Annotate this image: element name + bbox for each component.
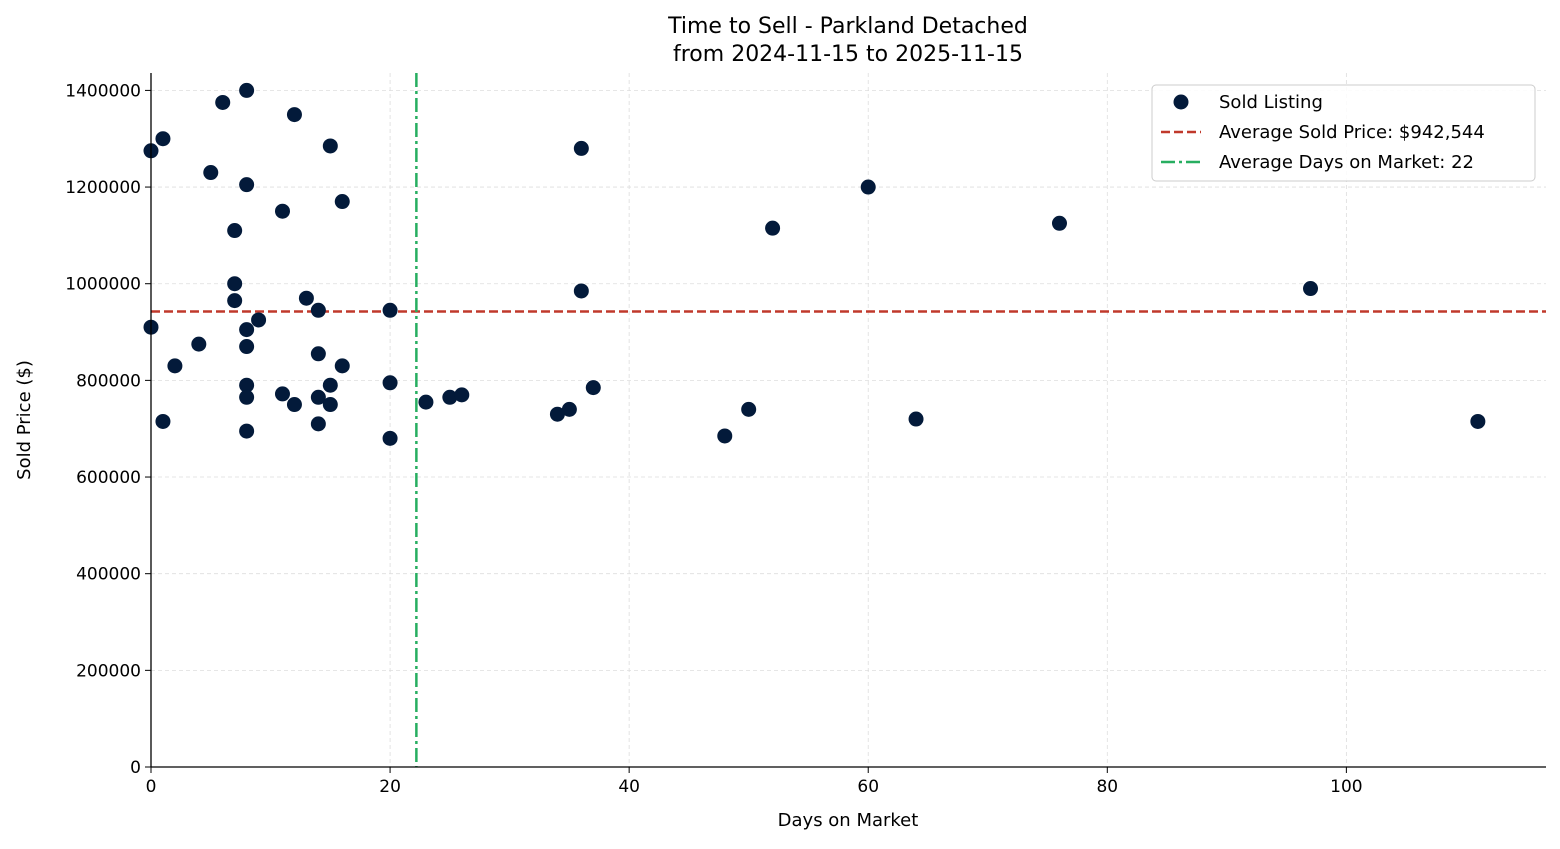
data-point: [227, 293, 243, 309]
data-point: [741, 401, 757, 417]
data-point: [155, 131, 171, 147]
data-point: [203, 165, 219, 181]
y-tick-label: 1200000: [65, 178, 141, 198]
y-tick-label: 0: [130, 758, 141, 778]
x-tick-label: 80: [1096, 777, 1118, 797]
data-point: [1051, 215, 1067, 231]
legend-label-avg-price: Average Sold Price: $942,544: [1219, 122, 1485, 143]
y-axis-label: Sold Price ($): [14, 360, 35, 480]
legend-marker-points: [1173, 94, 1189, 110]
data-point: [251, 312, 267, 328]
data-point: [286, 107, 302, 123]
legend-box: [1151, 84, 1536, 182]
data-point: [310, 389, 326, 405]
reference-lines: [151, 73, 1546, 767]
data-point: [1303, 281, 1319, 297]
data-point: [286, 397, 302, 413]
data-point: [418, 394, 434, 410]
data-point: [573, 283, 589, 299]
data-point: [167, 358, 183, 374]
data-point: [239, 423, 255, 439]
data-point: [215, 94, 231, 110]
data-point: [322, 138, 338, 154]
data-point: [274, 203, 290, 219]
data-point: [442, 389, 458, 405]
data-point: [334, 358, 350, 374]
data-point: [274, 386, 290, 402]
data-point: [239, 339, 255, 355]
data-point: [1470, 413, 1486, 429]
data-point: [454, 387, 470, 403]
y-tick-label: 1400000: [65, 81, 141, 101]
y-tick-label: 800000: [76, 371, 141, 391]
axes: 0 20 40 60 80 100 0 200000 400000 600000 800000 100…: [65, 73, 1546, 797]
data-point: [860, 179, 876, 195]
x-tick-label: 20: [379, 777, 401, 797]
data-point: [310, 302, 326, 318]
data-point: [191, 336, 207, 352]
chart-title: Time to Sell - Parkland Detached: [667, 14, 1028, 39]
data-point: [908, 411, 924, 427]
data-point: [382, 430, 398, 446]
data-point: [239, 322, 255, 338]
data-point: [334, 194, 350, 210]
x-tick-label: 60: [857, 777, 879, 797]
data-point: [310, 416, 326, 432]
legend: Sold Listing Average Sold Price: $942,54…: [1151, 84, 1536, 182]
data-point: [239, 377, 255, 393]
legend-label-points: Sold Listing: [1219, 92, 1323, 113]
y-tick-label: 400000: [76, 565, 141, 585]
data-point: [310, 346, 326, 362]
y-tick-label: 600000: [76, 468, 141, 488]
x-tick-label: 40: [618, 777, 640, 797]
data-point: [561, 401, 577, 417]
data-point: [227, 276, 243, 292]
y-tick-label: 1000000: [65, 275, 141, 295]
points: [143, 82, 1486, 446]
data-point: [573, 140, 589, 156]
data-point: [155, 413, 171, 429]
x-tick-label: 0: [146, 777, 157, 797]
data-point: [382, 302, 398, 318]
data-point: [585, 380, 601, 396]
legend-label-avg-days: Average Days on Market: 22: [1219, 152, 1474, 173]
data-point: [239, 389, 255, 405]
data-point: [322, 397, 338, 413]
data-point: [717, 428, 733, 444]
chart-subtitle: from 2024-11-15 to 2025-11-15: [673, 42, 1023, 67]
x-axis-label: Days on Market: [778, 810, 919, 831]
data-point: [239, 82, 255, 98]
y-tick-label: 200000: [76, 661, 141, 681]
data-point: [549, 406, 565, 422]
data-point: [298, 290, 314, 306]
x-tick-label: 100: [1330, 777, 1362, 797]
data-point: [382, 375, 398, 391]
data-point: [227, 223, 243, 239]
data-point: [322, 377, 338, 393]
data-point: [239, 177, 255, 193]
data-point: [765, 220, 781, 236]
